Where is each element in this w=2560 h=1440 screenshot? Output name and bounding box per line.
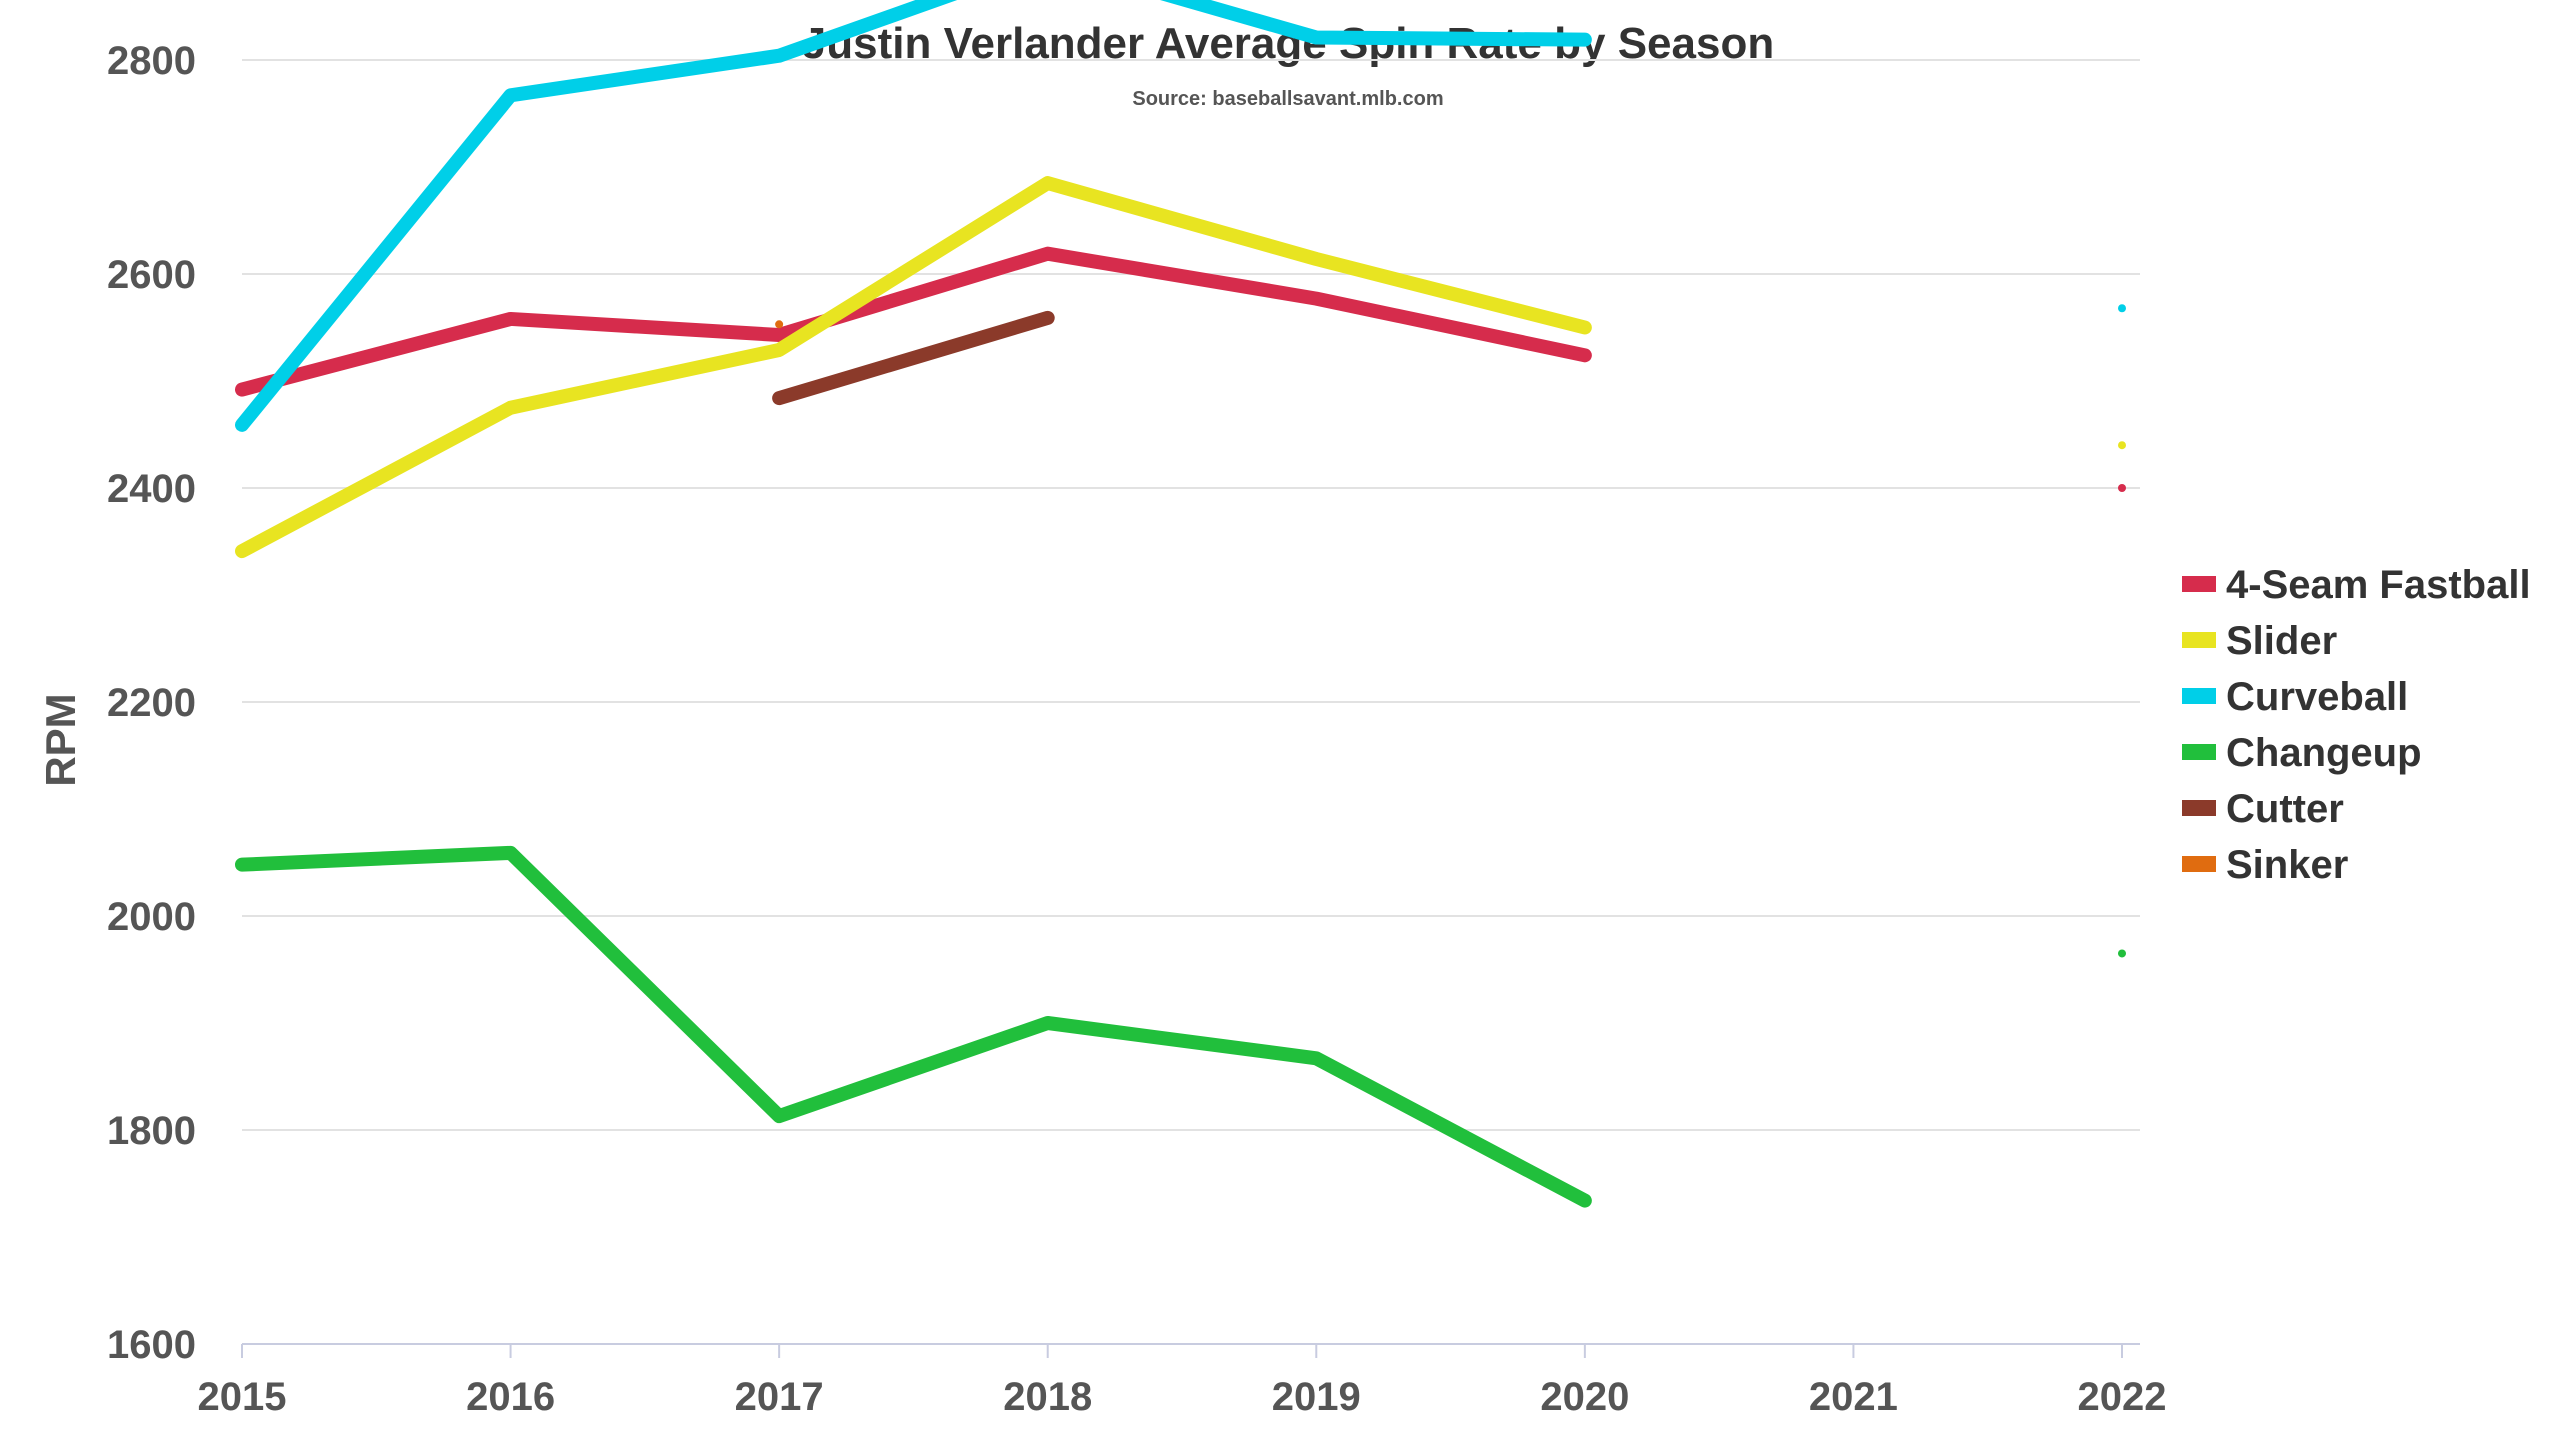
- y-axis-label: RPM: [37, 693, 84, 786]
- y-tick-label: 2000: [107, 895, 196, 939]
- legend-swatch: [2182, 800, 2216, 816]
- series-lines: [235, 0, 2126, 1208]
- x-tick-label: 2018: [1003, 1375, 1092, 1419]
- x-tick-label: 2016: [466, 1375, 555, 1419]
- series-line: [235, 176, 1592, 559]
- data-point: [775, 320, 784, 329]
- chart-subtitle: Source: baseballsavant.mlb.com: [1132, 88, 1443, 110]
- series-slider: [235, 176, 2126, 559]
- legend-label: Changeup: [2226, 731, 2422, 775]
- grid-lines: [242, 59, 2140, 1131]
- series-line: [235, 0, 1592, 432]
- series-sinker: [775, 320, 784, 329]
- legend-swatch: [2182, 632, 2216, 648]
- x-tick-label: 2017: [735, 1375, 824, 1419]
- legend-swatch: [2182, 576, 2216, 592]
- data-point: [2118, 441, 2126, 450]
- x-tick-label: 2019: [1272, 1375, 1361, 1419]
- legend-swatch: [2182, 688, 2216, 704]
- y-tick-label: 2600: [107, 253, 196, 297]
- series-line: [235, 845, 1592, 1208]
- axes: 1600 1800 2000 2200 2400 2600 2800 2015 2016 2017…: [107, 39, 2166, 1419]
- x-tick-label: 2020: [1540, 1375, 1629, 1419]
- series-cutter: [772, 310, 1055, 406]
- y-tick-label: 2800: [107, 39, 196, 83]
- legend-label: Cutter: [2226, 787, 2344, 831]
- series-changeup: [235, 845, 2126, 1208]
- y-tick-label: 2400: [107, 467, 196, 511]
- series-line: [235, 246, 1592, 397]
- x-tick-label: 2021: [1809, 1375, 1898, 1419]
- legend-swatch: [2182, 744, 2216, 760]
- y-tick-label: 1600: [107, 1323, 196, 1367]
- series-line: [772, 310, 1055, 406]
- legend-swatch: [2182, 856, 2216, 872]
- x-tick-label: 2022: [2078, 1375, 2167, 1419]
- legend-label: 4-Seam Fastball: [2226, 563, 2531, 607]
- y-tick-label: 2200: [107, 681, 196, 725]
- x-tick-label: 2015: [198, 1375, 287, 1419]
- data-point: [2118, 949, 2126, 958]
- y-tick-label: 1800: [107, 1109, 196, 1153]
- legend-label: Sinker: [2226, 843, 2348, 887]
- data-point: [2118, 304, 2126, 313]
- legend-label: Curveball: [2226, 675, 2408, 719]
- legend: 4-Seam Fastball Slider Curveball Changeup Cu…: [2182, 563, 2531, 887]
- legend-label: Slider: [2226, 619, 2337, 663]
- data-point: [2118, 484, 2126, 492]
- series-4-seam-fastball: [235, 246, 2126, 492]
- series-curveball: [235, 0, 2126, 432]
